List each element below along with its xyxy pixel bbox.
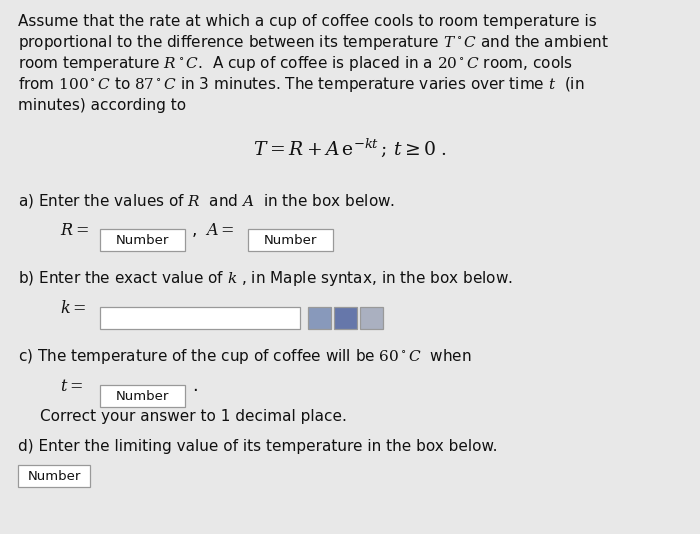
Text: Correct your answer to 1 decimal place.: Correct your answer to 1 decimal place.: [40, 409, 347, 424]
Bar: [100, 307, 300, 329]
Text: proportional to the difference between its temperature $T^\circ C$ and the ambie: proportional to the difference between i…: [18, 33, 609, 52]
Text: Assume that the rate at which a cup of coffee cools to room temperature is: Assume that the rate at which a cup of c…: [18, 14, 596, 29]
Text: room temperature $R^\circ C$.  A cup of coffee is placed in a $20^\circ C$ room,: room temperature $R^\circ C$. A cup of c…: [18, 54, 573, 73]
Text: Number: Number: [27, 469, 81, 483]
Bar: [18, 465, 90, 487]
Bar: [100, 385, 185, 407]
Text: $R =$: $R =$: [60, 222, 89, 238]
Text: d) Enter the limiting value of its temperature in the box below.: d) Enter the limiting value of its tempe…: [18, 439, 498, 454]
Bar: [308, 307, 331, 329]
Text: ,: ,: [192, 221, 197, 239]
Bar: [360, 307, 383, 329]
Text: .: .: [192, 377, 197, 395]
Bar: [100, 229, 185, 251]
Text: c) The temperature of the cup of coffee will be $60^\circ C$  when: c) The temperature of the cup of coffee …: [18, 347, 472, 366]
Text: from $100^\circ C$ to $87^\circ C$ in 3 minutes. The temperature varies over tim: from $100^\circ C$ to $87^\circ C$ in 3 …: [18, 75, 584, 94]
Text: $T = R + A\,\mathrm{e}^{-kt}\,;\,t \geq 0\;.$: $T = R + A\,\mathrm{e}^{-kt}\,;\,t \geq …: [253, 137, 447, 159]
Text: $t =$: $t =$: [60, 378, 83, 394]
Text: Number: Number: [264, 233, 317, 247]
Text: $k =$: $k =$: [60, 299, 87, 316]
Text: Number: Number: [116, 233, 169, 247]
Text: Number: Number: [116, 389, 169, 403]
Text: a) Enter the values of $R$  and $A$  in the box below.: a) Enter the values of $R$ and $A$ in th…: [18, 192, 395, 209]
Bar: [248, 229, 333, 251]
Bar: [334, 307, 357, 329]
Text: b) Enter the exact value of $k$ , in Maple syntax, in the box below.: b) Enter the exact value of $k$ , in Map…: [18, 269, 513, 288]
Text: minutes) according to: minutes) according to: [18, 98, 186, 113]
Text: $A =$: $A =$: [205, 222, 235, 238]
